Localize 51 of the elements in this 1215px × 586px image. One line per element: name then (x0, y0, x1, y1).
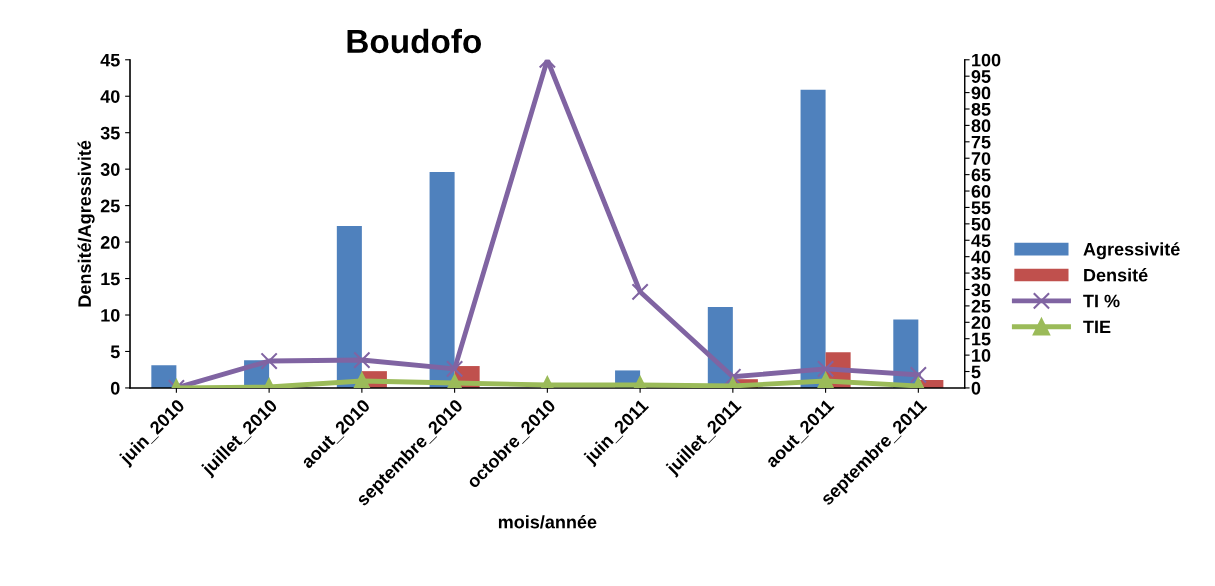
y2-tick-label: 75 (971, 135, 991, 149)
point (445, 360, 464, 378)
y-tick-label: 5 (110, 345, 120, 359)
y-tick-label: 25 (100, 199, 120, 213)
y2-tick-label: 90 (971, 86, 991, 100)
y2-tick-label: 20 (971, 316, 991, 330)
y2-tick-label: 15 (972, 332, 991, 346)
point (816, 360, 835, 378)
y2-tick-label: 85 (971, 102, 991, 116)
point (631, 283, 649, 301)
y-tick-label: 15 (101, 272, 120, 286)
y2-tick-label: 70 (971, 152, 991, 165)
legend-label: TI % (1083, 294, 1120, 308)
point (909, 366, 928, 384)
chart-title: Boudofo (347, 28, 481, 54)
point (816, 372, 835, 388)
y2-tick-label: 40 (971, 250, 991, 264)
legend-label: Densité (1084, 268, 1148, 282)
y-axis-title: Densité/Agressivité (77, 140, 95, 307)
bar (336, 226, 362, 388)
y2-tick-label: 5 (971, 365, 981, 379)
y-tick-label: 30 (100, 163, 120, 176)
y2-tick-label: 95 (971, 70, 991, 83)
y-tick-label: 35 (100, 126, 120, 140)
y-tick-label: 20 (100, 236, 120, 249)
y-tick-label: 40 (100, 90, 120, 103)
legend-label: Agressivité (1083, 242, 1180, 260)
y2-tick-label: 50 (971, 217, 991, 231)
y2-tick-label: 25 (971, 299, 991, 313)
bar (800, 89, 826, 388)
bar (151, 365, 177, 388)
y2-tick-label: 10 (972, 349, 991, 362)
x-axis-title: mois/année (498, 515, 597, 529)
y-tick-label: 0 (110, 381, 120, 395)
legend-label: TIE (1083, 320, 1111, 334)
y2-tick-label: 35 (971, 267, 991, 280)
y2-tick-label: 30 (971, 283, 991, 297)
y2-tick-label: 55 (971, 201, 991, 215)
y-tick-label: 10 (101, 308, 120, 322)
point (260, 352, 278, 370)
y-tick-label: 45 (100, 53, 120, 67)
y2-tick-label: 0 (971, 381, 981, 395)
y2-tick-label: 100 (972, 53, 1001, 67)
y2-tick-label: 65 (971, 168, 991, 182)
y2-tick-label: 80 (971, 119, 991, 133)
bar (429, 172, 455, 388)
point (353, 372, 371, 388)
point (353, 351, 371, 369)
y2-tick-label: 45 (971, 234, 991, 247)
y2-tick-label: 60 (971, 184, 991, 198)
point (724, 368, 742, 386)
